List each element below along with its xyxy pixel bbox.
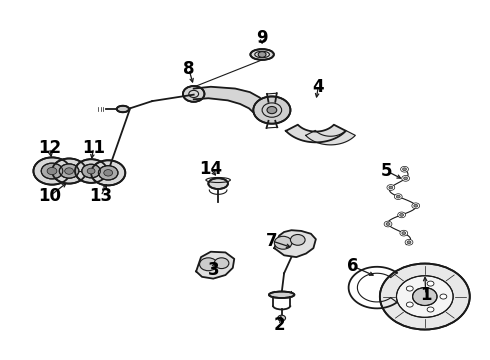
Polygon shape (194, 87, 269, 114)
Circle shape (33, 157, 71, 185)
Polygon shape (196, 252, 234, 279)
Circle shape (278, 315, 286, 321)
Text: 6: 6 (347, 257, 358, 275)
Text: 11: 11 (82, 139, 105, 157)
Circle shape (427, 307, 434, 312)
Circle shape (412, 203, 419, 209)
Text: 8: 8 (183, 60, 195, 78)
Circle shape (82, 164, 100, 178)
Circle shape (52, 158, 86, 184)
Circle shape (400, 213, 404, 216)
Circle shape (267, 107, 277, 114)
Circle shape (41, 163, 63, 179)
Polygon shape (286, 125, 346, 142)
Circle shape (404, 177, 408, 180)
Circle shape (398, 212, 406, 218)
Circle shape (274, 236, 292, 249)
Text: 4: 4 (313, 78, 324, 96)
Circle shape (402, 232, 406, 235)
Ellipse shape (269, 292, 294, 298)
Text: 9: 9 (256, 30, 268, 48)
Circle shape (427, 281, 434, 286)
Text: 13: 13 (89, 187, 112, 205)
Circle shape (403, 168, 407, 171)
Text: 3: 3 (207, 261, 219, 279)
Circle shape (402, 176, 410, 181)
Circle shape (396, 195, 400, 198)
Polygon shape (274, 230, 316, 257)
Circle shape (199, 258, 217, 271)
Circle shape (389, 186, 393, 189)
Circle shape (104, 170, 113, 176)
Circle shape (65, 168, 74, 174)
Circle shape (394, 194, 402, 199)
Circle shape (253, 96, 291, 124)
Text: 1: 1 (420, 286, 432, 304)
Circle shape (440, 294, 447, 299)
Circle shape (59, 164, 79, 178)
Circle shape (400, 230, 408, 236)
Circle shape (401, 166, 409, 172)
Circle shape (87, 168, 95, 174)
Polygon shape (306, 130, 355, 145)
Ellipse shape (250, 49, 274, 60)
Ellipse shape (117, 106, 129, 112)
Circle shape (47, 167, 57, 175)
Circle shape (406, 286, 413, 291)
Circle shape (386, 222, 390, 225)
Circle shape (91, 160, 125, 185)
Circle shape (291, 234, 305, 245)
Circle shape (405, 239, 413, 245)
Circle shape (414, 204, 417, 207)
Circle shape (384, 221, 392, 227)
Circle shape (258, 51, 266, 57)
Circle shape (380, 264, 470, 329)
Text: 7: 7 (266, 232, 278, 250)
Circle shape (413, 288, 437, 306)
Text: 5: 5 (381, 162, 392, 180)
Circle shape (407, 241, 411, 244)
Text: 2: 2 (273, 316, 285, 334)
Circle shape (98, 166, 118, 180)
Circle shape (387, 185, 395, 190)
Circle shape (396, 276, 453, 318)
Text: 14: 14 (199, 160, 222, 178)
Text: 10: 10 (38, 187, 61, 205)
Circle shape (214, 258, 229, 269)
Circle shape (75, 159, 107, 183)
Circle shape (406, 302, 413, 307)
Circle shape (183, 86, 204, 102)
Text: 12: 12 (38, 139, 61, 157)
Ellipse shape (208, 178, 228, 189)
